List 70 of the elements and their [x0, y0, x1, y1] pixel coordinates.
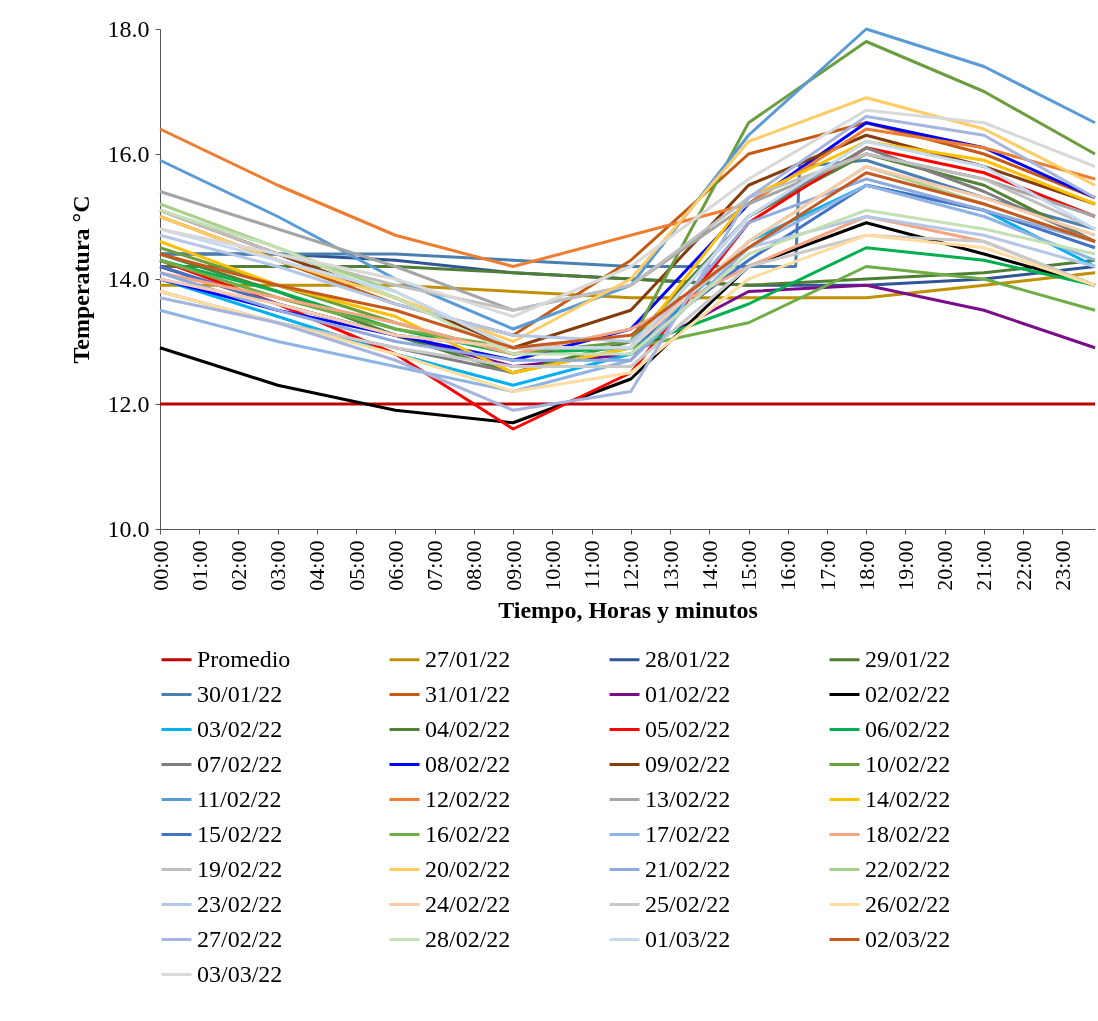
x-tick-label: 18:00 [853, 540, 879, 591]
legend-label: 09/02/22 [645, 750, 731, 777]
x-tick-label: 04:00 [304, 540, 330, 591]
legend-label: 07/02/22 [197, 750, 283, 777]
legend-label: 15/02/22 [197, 820, 283, 847]
legend-label: 28/01/22 [645, 645, 731, 672]
line-series [158, 115, 1097, 412]
legend-label: 01/03/22 [645, 925, 731, 952]
x-tick-label: 05:00 [343, 540, 369, 591]
legend-label: 20/02/22 [425, 855, 511, 882]
x-tick-label: 23:00 [1049, 540, 1075, 591]
legend-label: 04/02/22 [425, 715, 511, 742]
x-tick-label: 22:00 [1010, 540, 1036, 591]
legend-label: 10/02/22 [865, 750, 951, 777]
legend-label: 02/02/22 [865, 680, 951, 707]
legend-label: 03/02/22 [197, 715, 283, 742]
line-series [158, 233, 1097, 393]
legend-label: 16/02/22 [425, 820, 511, 847]
legend-label: 11/02/22 [197, 785, 282, 812]
y-tick-label: 16.0 [107, 140, 150, 167]
legend-label: 03/03/22 [197, 960, 283, 987]
legend-label: 18/02/22 [865, 820, 951, 847]
x-tick-label: 07:00 [422, 540, 448, 591]
legend-label: 17/02/22 [645, 820, 731, 847]
legend-label: 01/02/22 [645, 680, 731, 707]
legend-label: 05/02/22 [645, 715, 731, 742]
legend-label: 27/02/22 [197, 925, 283, 952]
x-tick-label: 00:00 [147, 540, 173, 591]
y-axis-title: Temperatura °C [67, 195, 94, 364]
x-tick-label: 16:00 [775, 540, 801, 591]
legend-label: 24/02/22 [425, 890, 511, 917]
x-tick-label: 08:00 [461, 540, 487, 591]
x-tick-label: 01:00 [186, 540, 212, 591]
legend-label: 31/01/22 [425, 680, 511, 707]
x-tick-label: 20:00 [932, 540, 958, 591]
legend-label: 29/01/22 [865, 645, 951, 672]
y-tick-label: 18.0 [107, 15, 150, 42]
x-tick-label: 12:00 [618, 540, 644, 591]
legend-label: 27/01/22 [425, 645, 511, 672]
legend-label: 08/02/22 [425, 750, 511, 777]
y-tick-label: 14.0 [107, 265, 150, 292]
legend-label: 14/02/22 [865, 785, 951, 812]
legend-label: 13/02/22 [645, 785, 731, 812]
x-tick-label: 13:00 [657, 540, 683, 591]
legend-label: 21/02/22 [645, 855, 731, 882]
x-tick-label: 17:00 [814, 540, 840, 591]
x-tick-label: 09:00 [500, 540, 526, 591]
x-tick-label: 03:00 [265, 540, 291, 591]
x-tick-label: 19:00 [892, 540, 918, 591]
x-axis-title: Tiempo, Horas y minutos [498, 596, 758, 623]
legend-label: 22/02/22 [865, 855, 951, 882]
legend-label: 25/02/22 [645, 890, 731, 917]
legend-label: 12/02/22 [425, 785, 511, 812]
x-tick-label: 21:00 [971, 540, 997, 591]
x-tick-label: 11:00 [579, 540, 605, 590]
legend-label: 19/02/22 [197, 855, 283, 882]
legend-label: 06/02/22 [865, 715, 951, 742]
y-tick-label: 10.0 [107, 515, 150, 542]
x-tick-label: 10:00 [539, 540, 565, 591]
x-tick-label: 14:00 [696, 540, 722, 591]
legend-label: 30/01/22 [197, 680, 283, 707]
x-tick-label: 15:00 [736, 540, 762, 591]
legend-label: 26/02/22 [865, 890, 951, 917]
x-tick-label: 06:00 [382, 540, 408, 591]
legend-label: 28/02/22 [425, 925, 511, 952]
legend-label: 23/02/22 [197, 890, 283, 917]
x-tick-label: 02:00 [225, 540, 251, 591]
y-tick-label: 12.0 [107, 390, 150, 417]
legend-label: 02/03/22 [865, 925, 951, 952]
legend-label: Promedio [197, 645, 291, 672]
